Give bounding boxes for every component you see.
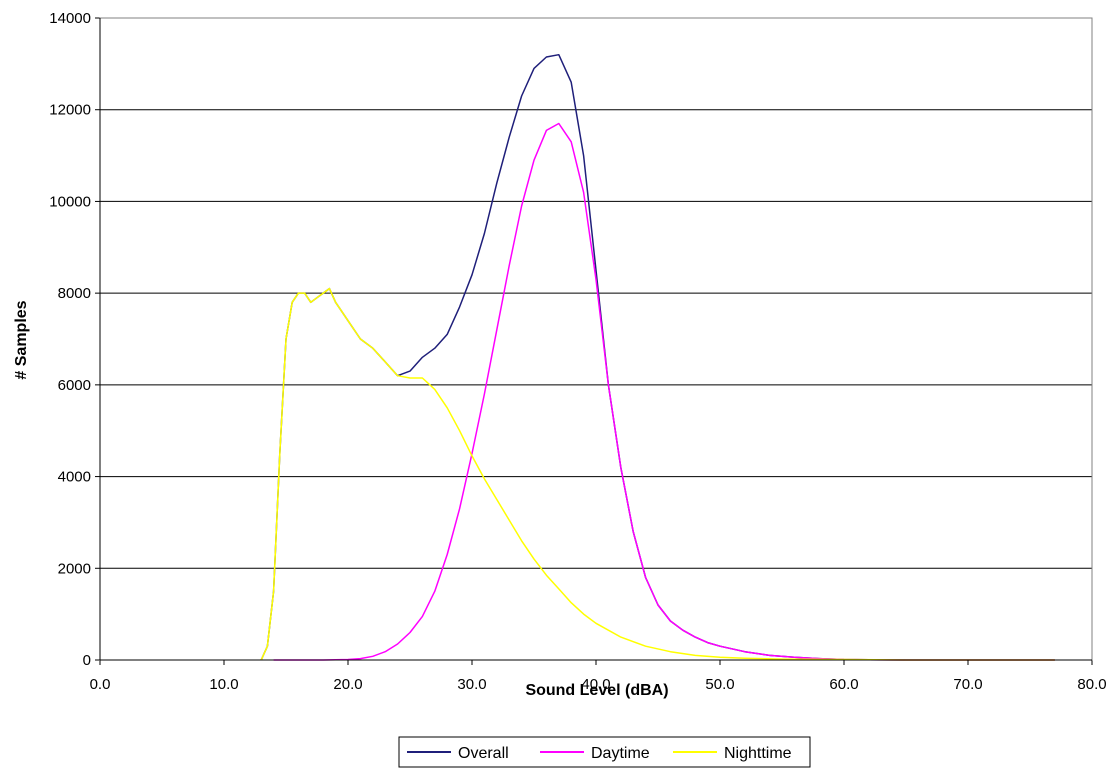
x-tick-label: 30.0: [457, 676, 486, 693]
gridlines: [100, 17, 1092, 569]
y-tick-label: 2000: [58, 560, 91, 577]
y-axis-title: # Samples: [13, 300, 30, 379]
series-line-daytime: [273, 122, 1055, 661]
y-tick-label: 10000: [49, 193, 91, 210]
y-tick-label: 6000: [58, 377, 91, 394]
x-tick-label: 10.0: [209, 676, 238, 693]
x-axis-title: Sound Level (dBA): [525, 682, 668, 699]
legend-label-nighttime: Nighttime: [724, 745, 792, 762]
legend: Overall Daytime Nighttime: [398, 736, 811, 768]
x-tick-label: 60.0: [829, 676, 858, 693]
legend-label-daytime: Daytime: [591, 745, 650, 762]
y-tick-label: 4000: [58, 469, 91, 486]
x-tick-label: 0.0: [90, 676, 111, 693]
y-tick-label: 12000: [49, 102, 91, 119]
x-tick-label: 80.0: [1077, 676, 1106, 693]
y-tick-label: 14000: [49, 10, 91, 27]
x-tick-label: 70.0: [953, 676, 982, 693]
series-lines: [260, 53, 1055, 661]
legend-label-overall: Overall: [458, 745, 509, 762]
y-tick-label: 0: [83, 652, 91, 669]
series-line-nighttime: [260, 287, 1055, 661]
x-tick-label: 50.0: [705, 676, 734, 693]
plot-area-border: [99, 17, 1093, 661]
tick-labels: 0 2000 4000 6000 8000 10000 12000 14000 0.0 10.0 2…: [49, 10, 1106, 693]
legend-box: [398, 736, 811, 768]
x-tick-label: 40.0: [581, 676, 610, 693]
axes: [95, 17, 1093, 665]
y-tick-label: 8000: [58, 285, 91, 302]
x-tick-label: 20.0: [333, 676, 362, 693]
